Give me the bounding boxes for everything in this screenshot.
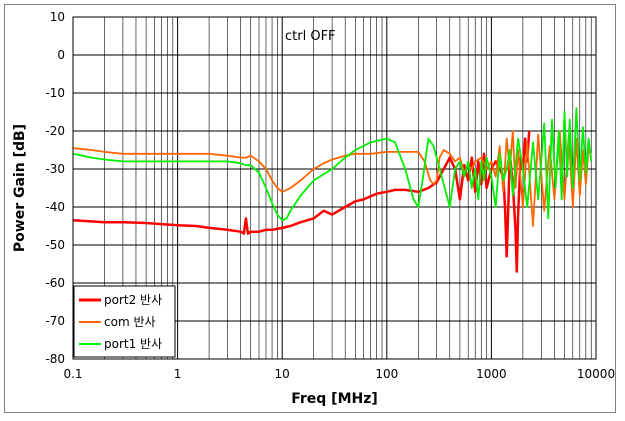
legend: port2 반사 com 반사 port1 반사 [73, 285, 176, 358]
x-tick-label: 0.1 [63, 367, 82, 381]
series-layer [72, 107, 593, 273]
y-tick-label: 0 [57, 48, 65, 62]
y-tick-label: -80 [45, 352, 65, 366]
x-axis-title: Freq [MHz] [291, 391, 378, 407]
y-tick-label: -50 [45, 238, 65, 252]
legend-label-com: com 반사 [104, 315, 156, 329]
plot-area-border [72, 16, 597, 360]
y-tick-label: -20 [45, 124, 65, 138]
y-tick-label: 10 [50, 10, 65, 24]
series-line-2 [72, 107, 593, 222]
x-tick-label: 1000 [476, 367, 507, 381]
y-tick-label: -10 [45, 86, 65, 100]
y-tick-label: -60 [45, 276, 65, 290]
series-line-0 [72, 130, 531, 273]
y-axis-title: Power Gain [dB] [12, 124, 28, 252]
y-tick-label: -40 [45, 200, 65, 214]
chart-annotation: ctrl OFF [285, 29, 336, 44]
y-tick-label: -30 [45, 162, 65, 176]
series-line-1 [72, 130, 593, 227]
legend-label-port1: port1 반사 [104, 337, 162, 351]
x-tick-label: 10 [275, 367, 290, 381]
y-tick-label: -70 [45, 314, 65, 328]
x-tick-label: 10000 [577, 367, 615, 381]
x-tick-label: 1 [174, 367, 182, 381]
x-tick-label: 100 [375, 367, 398, 381]
tick-labels: 0.1 1 10 100 1000 10000100-10-20-30-40-50-60-… [45, 10, 615, 381]
legend-label-port2: port2 반사 [104, 293, 162, 307]
